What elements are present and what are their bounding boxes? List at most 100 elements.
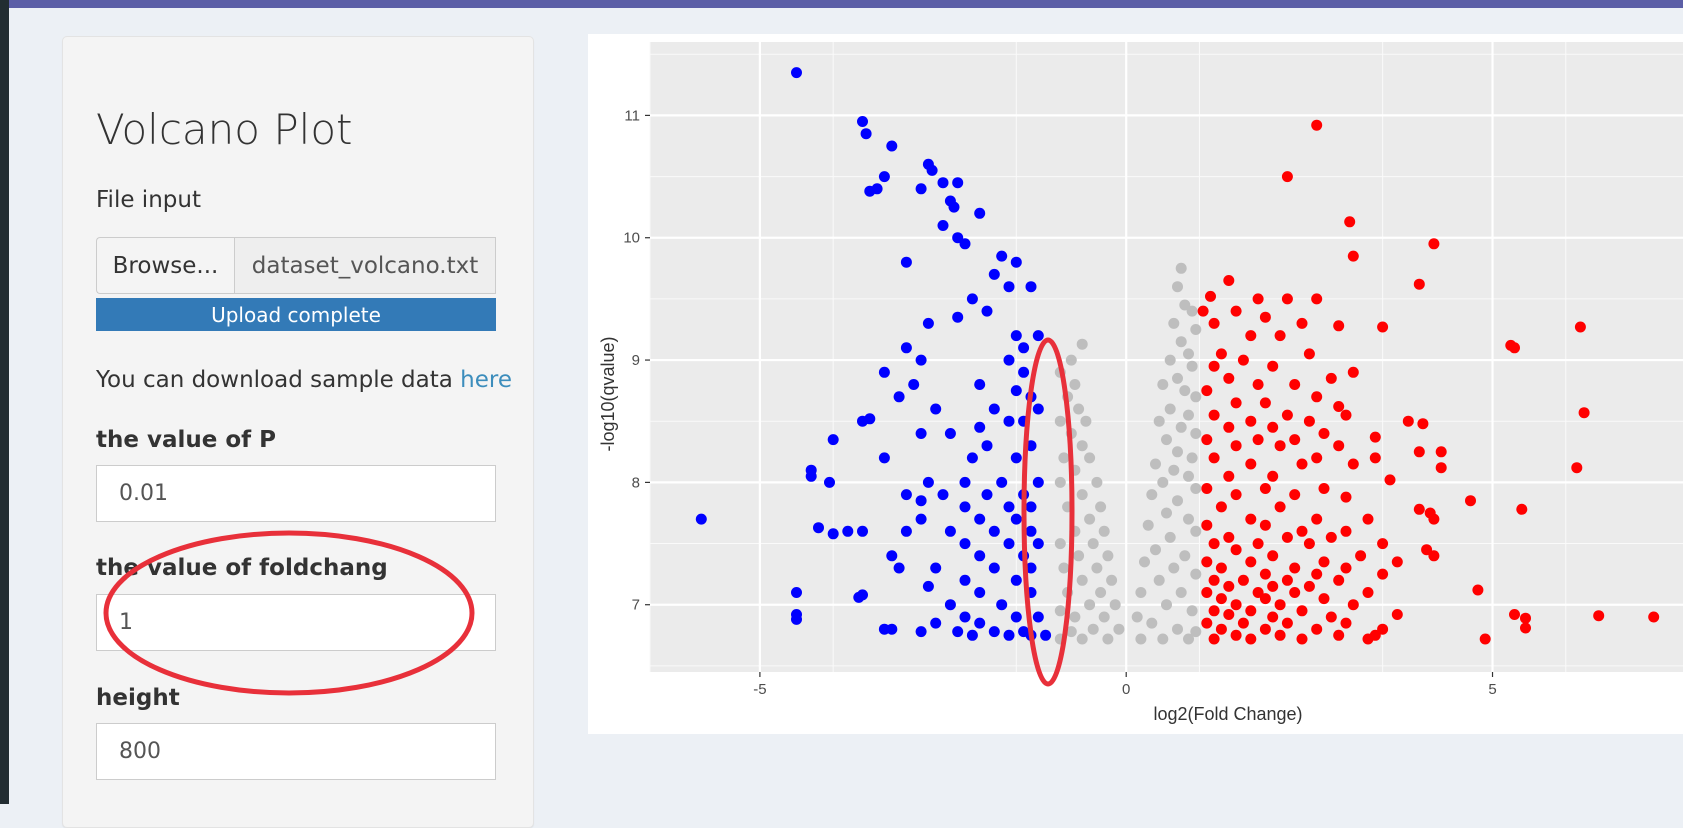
data-point — [1223, 275, 1235, 286]
data-point — [1296, 317, 1308, 329]
data-point — [1230, 544, 1242, 556]
data-point — [1054, 366, 1066, 378]
data-point — [922, 317, 934, 329]
data-point — [974, 617, 986, 629]
data-point — [1648, 611, 1660, 623]
data-point — [1259, 519, 1271, 531]
data-point — [1054, 605, 1066, 617]
data-point — [1479, 633, 1491, 645]
data-point — [1208, 452, 1220, 464]
data-point — [1025, 587, 1037, 598]
data-point — [1237, 354, 1249, 366]
data-point — [860, 128, 872, 140]
data-point — [952, 311, 964, 323]
data-point — [981, 305, 993, 317]
data-point — [857, 116, 868, 127]
data-point — [1190, 626, 1202, 638]
data-point — [1208, 605, 1220, 617]
file-name-field[interactable]: dataset_volcano.txt — [234, 237, 496, 294]
data-point — [824, 476, 835, 488]
data-point — [1069, 464, 1081, 476]
data-point — [1065, 626, 1077, 638]
data-point — [974, 587, 986, 598]
data-point — [1054, 633, 1066, 645]
data-point — [1201, 483, 1213, 494]
data-point — [1230, 440, 1242, 452]
data-point — [1069, 611, 1081, 623]
data-point — [937, 489, 949, 501]
data-point — [1102, 633, 1114, 645]
data-point — [853, 591, 865, 603]
data-point — [1296, 525, 1308, 537]
data-point — [1025, 281, 1037, 293]
data-point — [959, 538, 971, 550]
data-point — [1073, 550, 1085, 562]
browse-button[interactable]: Browse... — [96, 237, 234, 294]
data-point — [1340, 617, 1352, 629]
data-point — [1161, 434, 1172, 446]
y-tick-label: 8 — [632, 474, 640, 491]
data-point — [1076, 440, 1088, 452]
data-point — [1065, 428, 1077, 439]
data-point — [1054, 476, 1066, 488]
data-point — [974, 513, 986, 525]
data-point — [1520, 612, 1531, 624]
data-point — [1080, 415, 1092, 427]
data-point — [827, 434, 839, 446]
data-point — [988, 525, 1000, 537]
data-point — [974, 379, 986, 390]
data-point — [1186, 305, 1198, 317]
data-point — [930, 562, 942, 574]
data-point — [1377, 321, 1389, 333]
p-value-label: the value of P — [96, 427, 277, 453]
data-point — [791, 67, 802, 79]
height-input[interactable]: 800 — [96, 723, 496, 780]
sidebar-edge — [0, 0, 9, 804]
data-point — [1347, 250, 1359, 262]
data-point — [959, 611, 971, 623]
data-point — [1230, 489, 1242, 501]
data-point — [1150, 458, 1161, 470]
data-point — [827, 528, 839, 540]
data-point — [1391, 556, 1403, 568]
data-point — [996, 476, 1008, 488]
data-point — [1311, 452, 1323, 464]
data-point — [1472, 584, 1484, 596]
p-value-input[interactable]: 0.01 — [96, 465, 496, 522]
data-point — [1428, 550, 1440, 562]
data-point — [1179, 385, 1191, 397]
data-point — [1252, 434, 1264, 446]
data-point — [1417, 418, 1429, 430]
data-point — [1509, 342, 1520, 354]
data-point — [886, 140, 898, 152]
data-point — [1161, 507, 1172, 519]
data-point — [1190, 483, 1202, 494]
data-point — [1355, 550, 1367, 562]
data-point — [1267, 360, 1279, 372]
data-point — [1362, 587, 1374, 598]
data-point — [1347, 458, 1359, 470]
data-point — [988, 562, 1000, 574]
data-point — [1377, 623, 1389, 635]
data-point — [1289, 434, 1301, 446]
data-point — [1183, 348, 1194, 360]
data-point — [1516, 503, 1528, 515]
data-point — [1571, 462, 1583, 474]
data-point — [1289, 379, 1301, 390]
data-point — [1362, 513, 1374, 525]
data-point — [1252, 379, 1264, 390]
data-point — [1215, 623, 1227, 635]
data-point — [1135, 633, 1147, 645]
data-point — [1135, 587, 1147, 598]
data-point — [1076, 489, 1088, 501]
sample-data-link[interactable]: here — [460, 367, 513, 393]
data-point — [1183, 633, 1194, 645]
data-point — [1098, 611, 1110, 623]
data-point — [900, 489, 912, 501]
foldchange-input[interactable]: 1 — [96, 594, 496, 651]
data-point — [1435, 446, 1447, 458]
data-point — [1010, 574, 1022, 586]
data-point — [908, 379, 920, 390]
plot-points — [695, 67, 1660, 645]
data-point — [1311, 623, 1323, 635]
